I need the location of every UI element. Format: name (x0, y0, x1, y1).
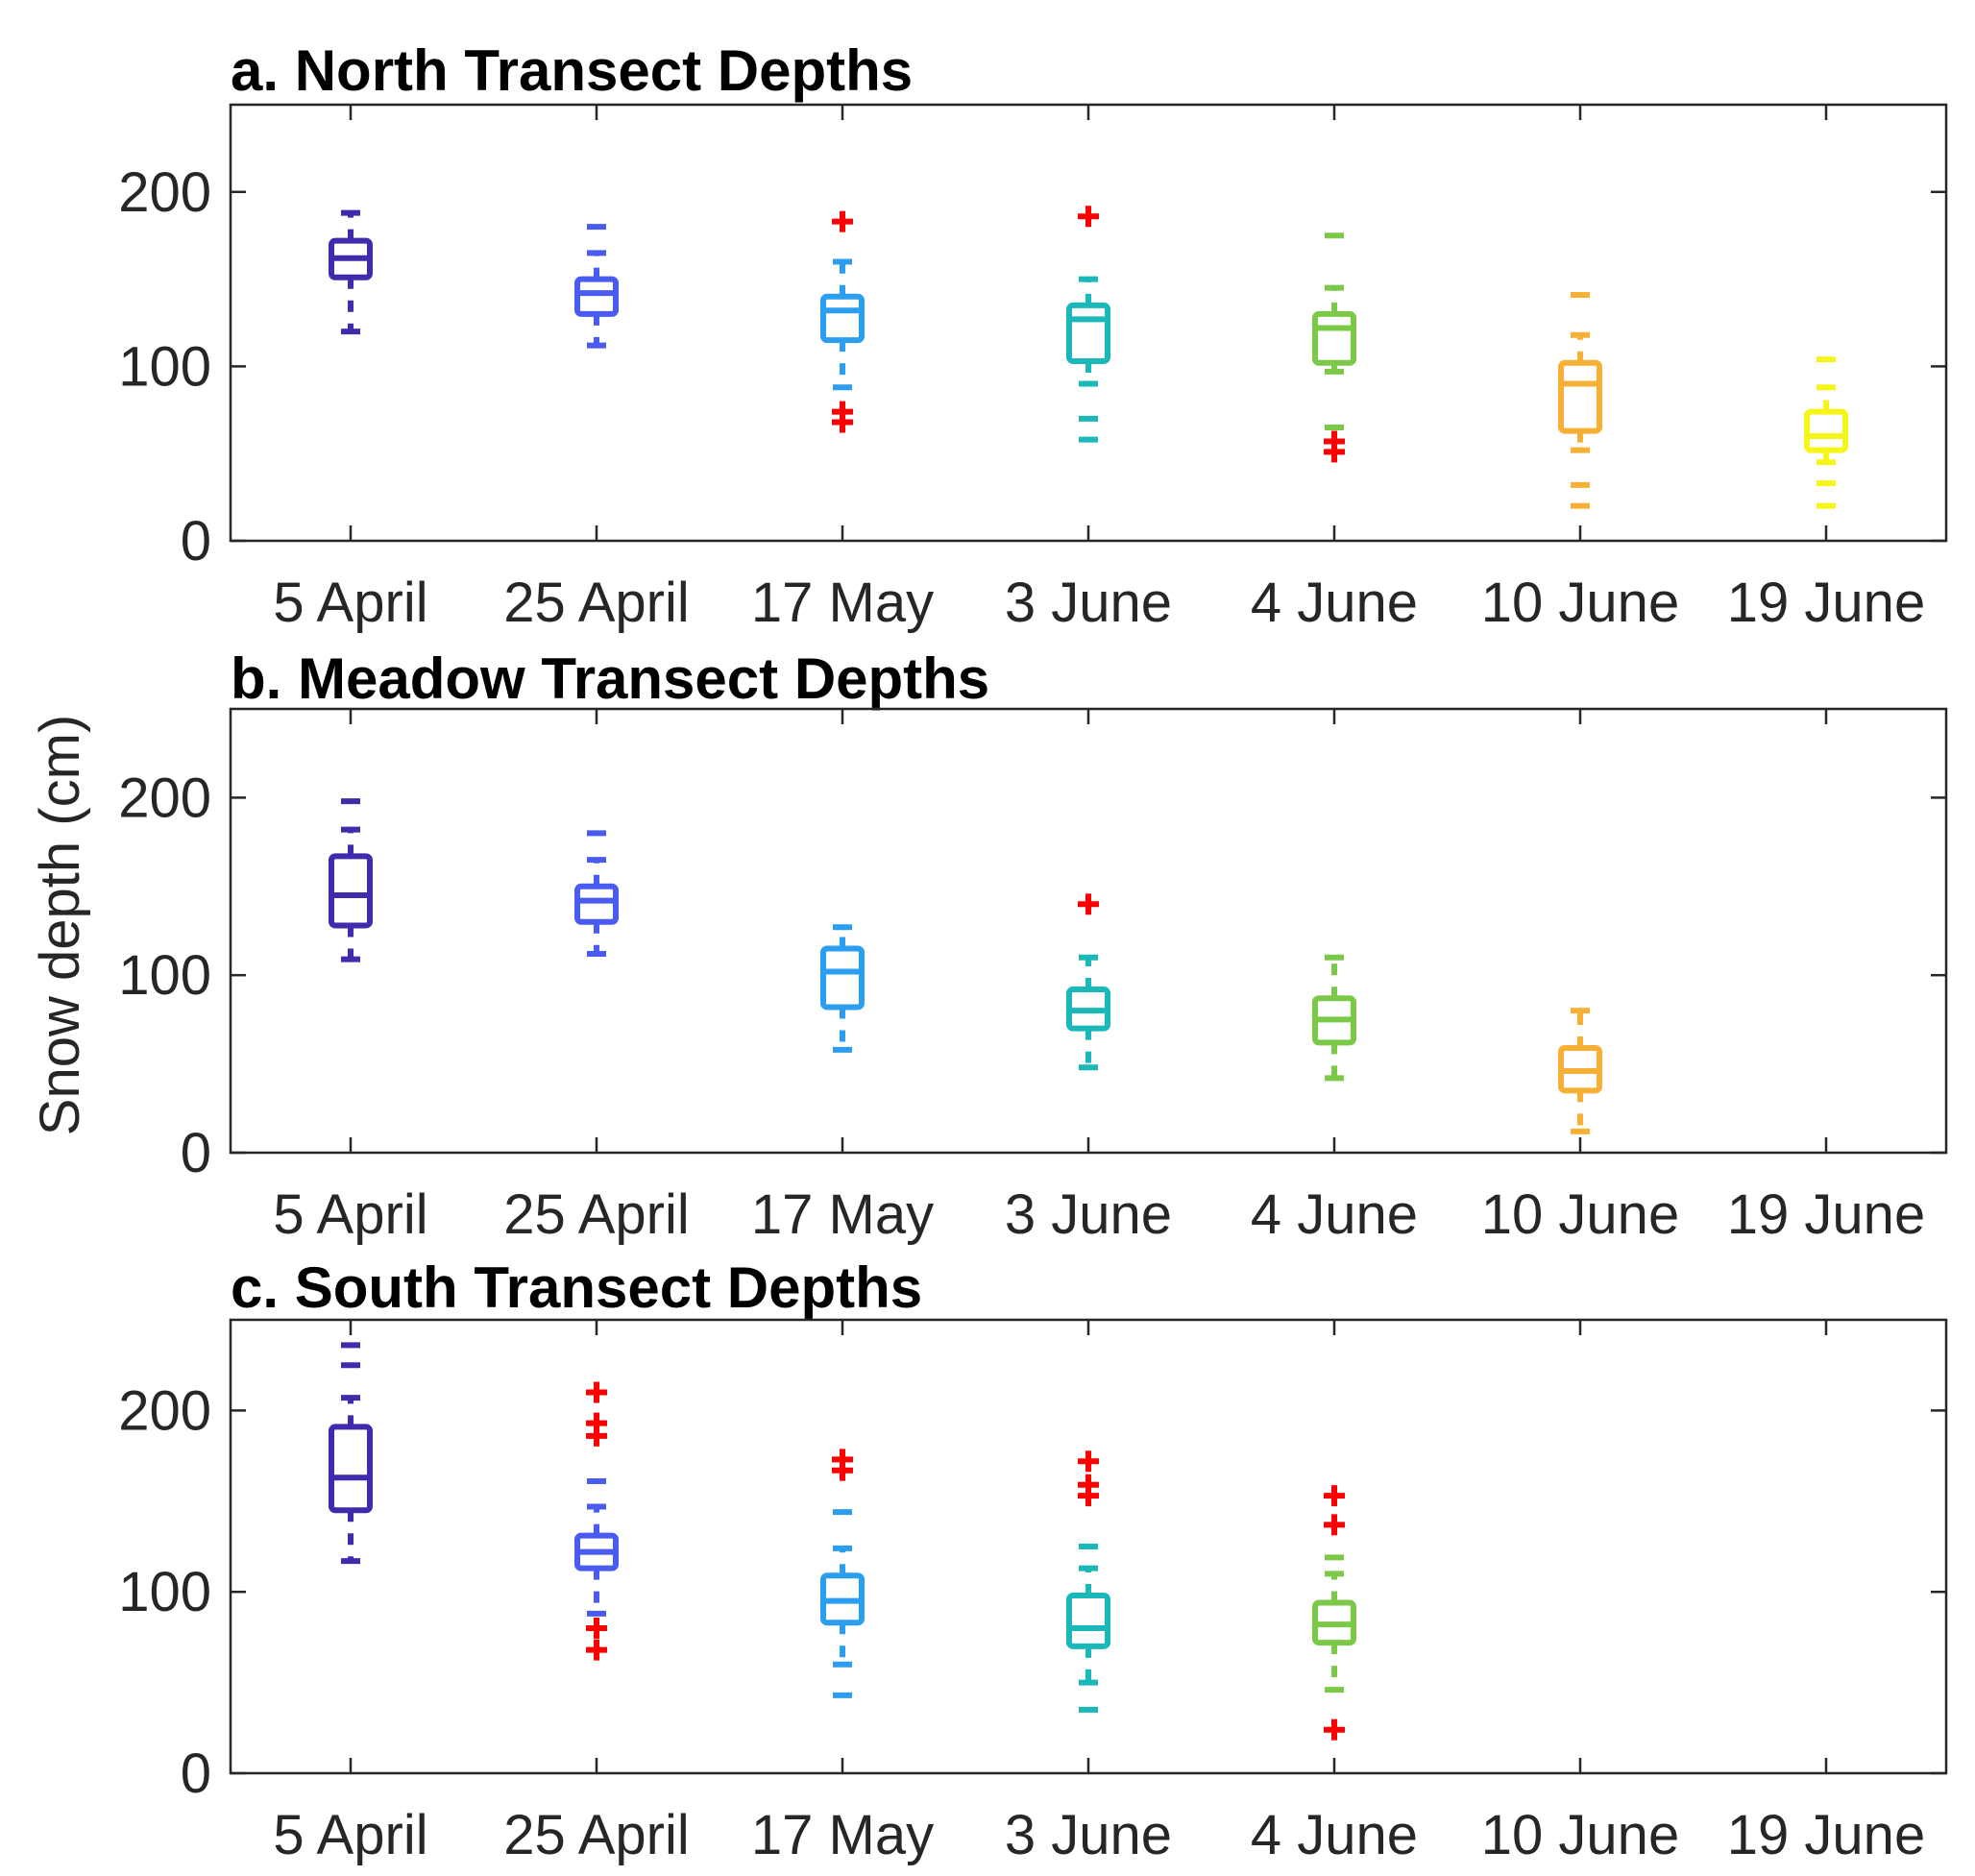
box-body (329, 853, 373, 929)
y-tick-label: 200 (118, 1379, 211, 1442)
outlier-marker (586, 1639, 607, 1661)
outlier-marker (1324, 1514, 1345, 1536)
outlier-marker (832, 1459, 853, 1481)
panel-a: a. North Transect Depths 0 100 200 5 April 25… (118, 38, 1948, 634)
x-tick-label: 5 April (273, 572, 427, 634)
box-10-june (1558, 291, 1602, 509)
x-tick-label: 25 April (503, 1183, 689, 1246)
box-body (1066, 1592, 1110, 1649)
box-10-june (1558, 1008, 1602, 1134)
axis-frame (229, 707, 1948, 1155)
box-body (329, 1424, 373, 1514)
box-body (1804, 408, 1848, 453)
x-tick-label: 17 May (751, 1804, 934, 1866)
box-4-june (1312, 232, 1356, 463)
x-tick-label: 4 June (1251, 1804, 1418, 1866)
box-3-june (1066, 893, 1110, 1071)
x-tick-label: 3 June (1005, 572, 1172, 634)
y-tick-label: 200 (118, 767, 211, 829)
box-body (1312, 310, 1356, 366)
x-tick-label: 3 June (1005, 1183, 1172, 1246)
y-tick-label: 0 (181, 1122, 211, 1184)
axis-frame (229, 103, 1948, 543)
box-5-april (329, 1342, 373, 1565)
x-tick-label: 19 June (1727, 1183, 1925, 1246)
x-tick-label: 3 June (1005, 1804, 1172, 1866)
x-tick-label: 19 June (1727, 1804, 1925, 1866)
y-tick-label: 0 (181, 510, 211, 573)
x-tick-label: 17 May (751, 572, 934, 634)
outlier-marker (1324, 441, 1345, 463)
box-17-may (820, 1449, 865, 1698)
box-4-june (1312, 1485, 1356, 1741)
y-tick-label: 0 (181, 1742, 211, 1805)
box-19-june (1804, 356, 1848, 509)
box-body (820, 293, 865, 344)
outlier-marker (586, 1425, 607, 1447)
panel-b: b. Meadow Transect Depths 0 100 200 5 April 2… (118, 646, 1948, 1246)
outlier-marker (1078, 1485, 1099, 1507)
outlier-marker (832, 210, 853, 232)
y-axis-label: Snow depth (cm) (29, 715, 91, 1135)
x-tick-label: 10 June (1481, 572, 1679, 634)
panel-title: a. North Transect Depths (231, 38, 913, 103)
outlier-marker (1078, 893, 1099, 915)
box-17-may (820, 210, 865, 433)
panel-title: b. Meadow Transect Depths (231, 646, 989, 711)
x-tick-label: 25 April (503, 572, 689, 634)
y-tick-label: 100 (118, 1561, 211, 1623)
box-25-april (574, 1381, 619, 1661)
x-tick-label: 5 April (273, 1804, 427, 1866)
panel-title: c. South Transect Depths (231, 1255, 922, 1320)
outlier-marker (1324, 1485, 1345, 1507)
x-tick-label: 19 June (1727, 572, 1925, 634)
y-tick-label: 100 (118, 944, 211, 1007)
x-tick-label: 4 June (1251, 1183, 1418, 1246)
x-tick-label: 10 June (1481, 1183, 1679, 1246)
box-body (574, 883, 619, 925)
outlier-marker (1324, 1718, 1345, 1741)
outlier-marker (1078, 206, 1099, 228)
box-body (1066, 302, 1110, 364)
box-4-june (1312, 954, 1356, 1082)
outlier-marker (832, 411, 853, 433)
y-tick-label: 100 (118, 335, 211, 398)
y-tick-label: 200 (118, 161, 211, 224)
x-tick-label: 17 May (751, 1183, 934, 1246)
box-5-april (329, 798, 373, 962)
outlier-marker (586, 1381, 607, 1403)
x-tick-label: 4 June (1251, 572, 1418, 634)
x-tick-label: 10 June (1481, 1804, 1679, 1866)
outlier-marker (586, 1617, 607, 1639)
x-tick-label: 25 April (503, 1804, 689, 1866)
outlier-marker (1078, 1450, 1099, 1473)
box-body (820, 945, 865, 1011)
box-body (1558, 359, 1602, 434)
box-body (574, 276, 619, 317)
box-3-june (1066, 1450, 1110, 1713)
panel-c: c. South Transect Depths 0 100 200 5 April 25… (118, 1255, 1948, 1866)
x-tick-label: 5 April (273, 1183, 427, 1246)
box-25-april (574, 224, 619, 349)
box-3-june (1066, 206, 1110, 443)
box-5-april (329, 209, 373, 335)
box-25-april (574, 830, 619, 958)
box-17-may (820, 924, 865, 1053)
